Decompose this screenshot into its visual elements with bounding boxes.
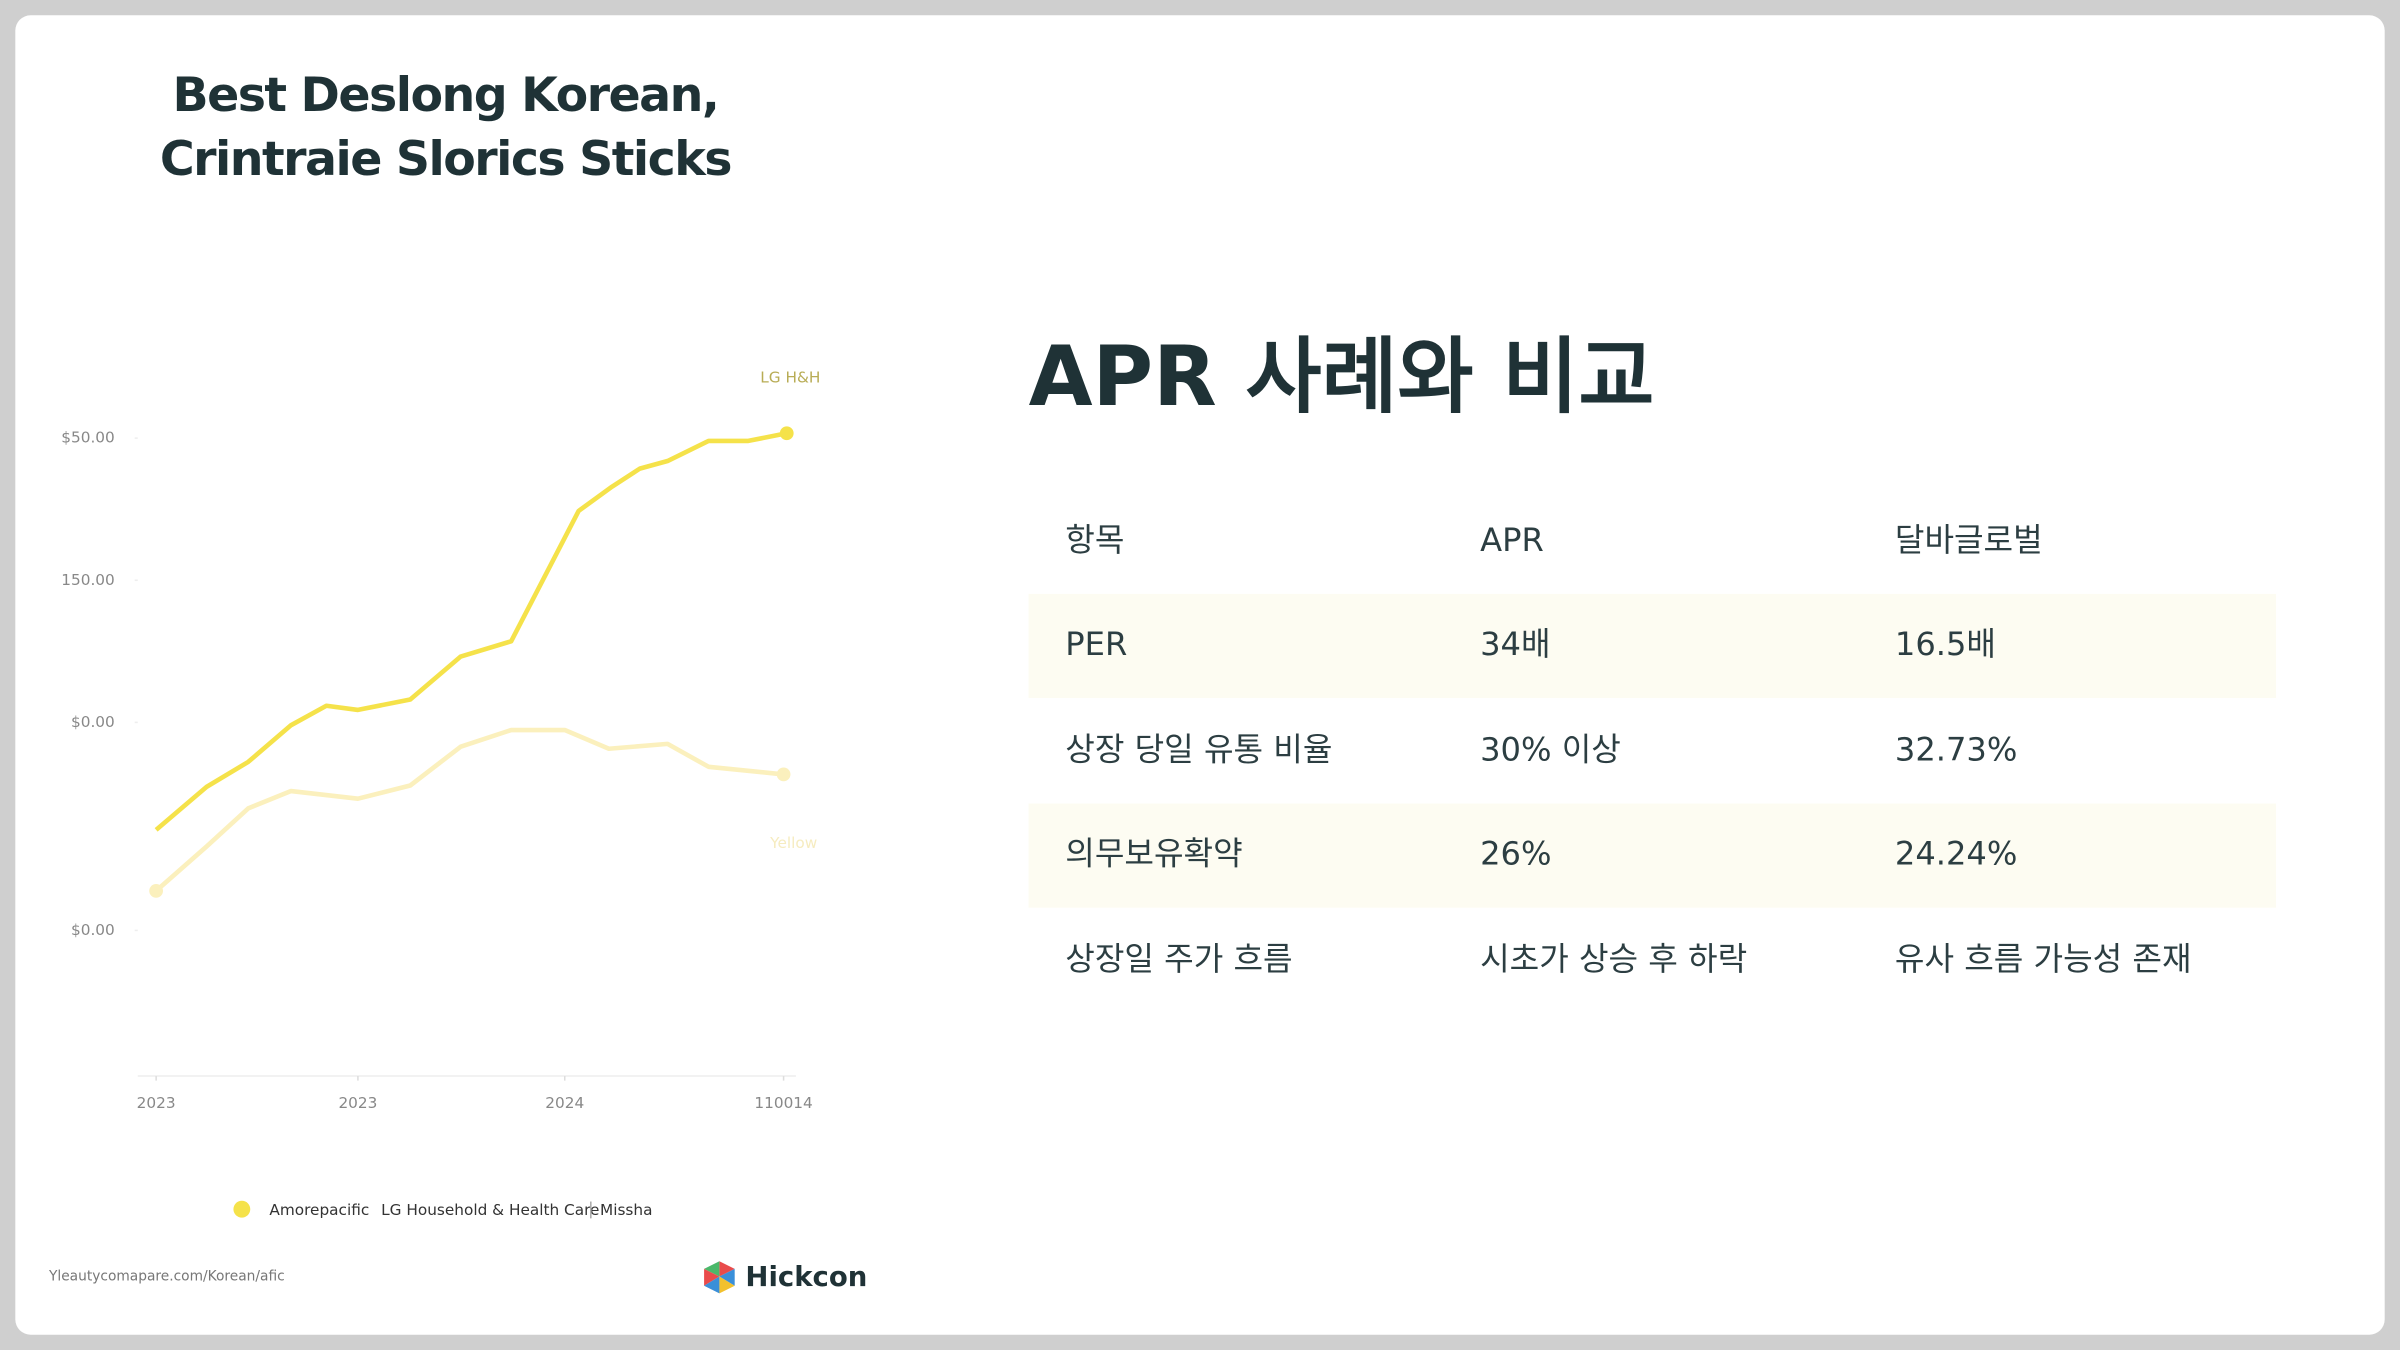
line [154,431,788,832]
point [149,884,164,898]
brand-name: Hickcon [745,1261,867,1293]
brand-logo [704,1261,735,1294]
point [776,767,791,782]
slide-title: Best Deslong Korean, [172,68,718,123]
series-label: Yellow [769,834,817,852]
slide-title: Crintraie Slorics Sticks [160,132,731,187]
table-cell: 34배 [1480,625,1550,663]
y-tick-label: 150.00 [61,571,115,589]
footer-url: Yleautycomapare.com/Korean/afic [48,1269,285,1285]
table-cell: 유사 흐름 가능성 존재 [1895,940,2192,978]
x-tick-label: 2024 [545,1094,584,1112]
table-cell: 의무보유확약 [1065,835,1242,873]
table-cell: 상장일 주가 흐름 [1065,940,1292,978]
table-cell: PER [1065,625,1127,663]
table-header: 항목 [1065,521,1124,559]
table-cell: 26% [1480,835,1551,873]
legend-dot [233,1200,251,1218]
y-tick-label: $50.00 [61,429,115,447]
y-tick-label: $0.00 [71,921,115,939]
table-cell: 24.24% [1895,835,2018,873]
legend-label: Missha [600,1201,652,1219]
legend-label: Amorepacific [269,1201,369,1219]
series-label: LG H&H [760,369,820,387]
table-header: 달바글로벌 [1895,521,2043,559]
x-tick-label: 2023 [137,1094,176,1112]
table-cell: 시초가 상승 후 하락 [1480,940,1747,978]
table-cell: 30% 이상 [1480,731,1621,769]
legend-label: LG Household & Health Care [381,1201,599,1219]
line [154,727,784,893]
table-cell: 32.73% [1895,731,2018,769]
point [779,426,794,441]
table-header: APR [1480,521,1544,559]
table-cell: 상장 당일 유통 비율 [1065,731,1332,769]
x-tick-label: 2023 [338,1094,377,1112]
table-cell: 16.5배 [1895,625,1996,663]
y-tick-label: $0.00 [71,713,115,731]
section-title: APR 사례와 비교 [1029,329,1655,425]
x-tick-label: 110014 [754,1094,812,1112]
row-band [1028,593,2277,698]
row-band [1028,803,2277,908]
